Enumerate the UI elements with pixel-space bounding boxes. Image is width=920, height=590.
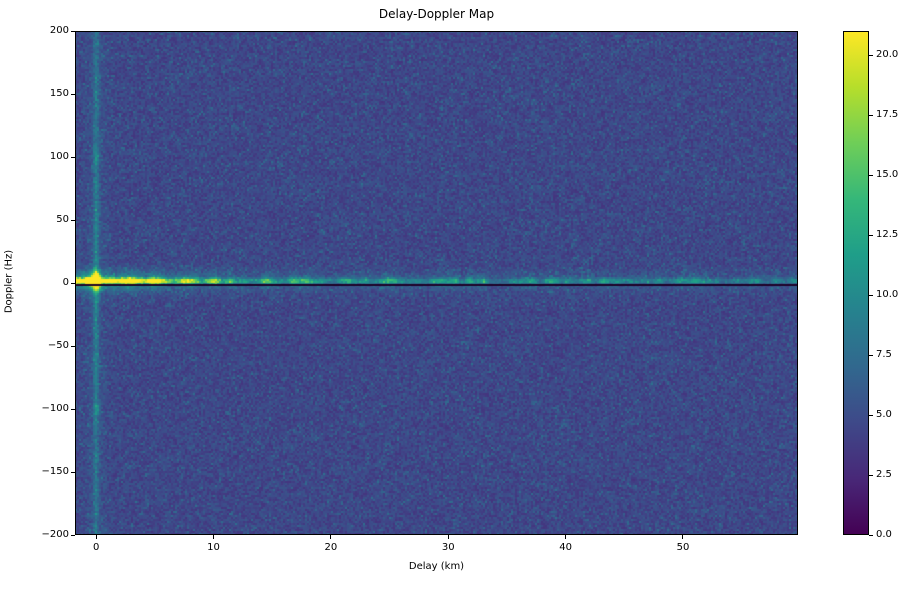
colorbar [843, 31, 869, 535]
y-tick-label: −200 [41, 529, 69, 540]
y-tick-label: 0 [62, 277, 69, 288]
y-tick-label: 50 [56, 214, 69, 225]
y-tick-label: 200 [49, 25, 69, 36]
x-tick-label: 0 [92, 542, 100, 553]
x-axis-label: Delay (km) [408, 561, 465, 572]
colorbar-tick-label: 12.5 [876, 229, 899, 240]
y-tick-mark [71, 219, 75, 221]
colorbar-tick-mark [869, 54, 873, 56]
y-tick-mark [71, 408, 75, 410]
y-tick-mark [71, 30, 75, 32]
colorbar-tick-label: 10.0 [876, 289, 899, 300]
x-tick-mark [682, 535, 684, 539]
x-tick-label: 30 [441, 542, 455, 553]
y-tick-label: 150 [49, 88, 69, 99]
y-tick-mark [71, 471, 75, 473]
colorbar-tick-label: 20.0 [876, 49, 899, 60]
colorbar-tick-mark [869, 294, 873, 296]
x-tick-mark [447, 535, 449, 539]
colorbar-tick-label: 5.0 [876, 409, 892, 420]
x-tick-label: 10 [207, 542, 220, 553]
y-tick-label: −50 [47, 340, 69, 351]
y-tick-label: −150 [41, 466, 69, 477]
colorbar-tick-label: 0.0 [876, 529, 892, 540]
y-tick-mark [71, 345, 75, 347]
chart-title: Delay-Doppler Map [378, 7, 495, 21]
colorbar-tick-mark [869, 114, 873, 116]
y-tick-mark [71, 156, 75, 158]
colorbar-tick-mark [869, 234, 873, 236]
x-tick-mark [565, 535, 567, 539]
colorbar-tick-mark [869, 354, 873, 356]
colorbar-tick-label: 2.5 [876, 469, 892, 480]
colorbar-tick-mark [869, 474, 873, 476]
colorbar-tick-label: 17.5 [876, 109, 899, 120]
y-tick-mark [71, 282, 75, 284]
x-tick-label: 20 [324, 542, 338, 553]
colorbar-tick-label: 7.5 [876, 349, 892, 360]
x-tick-mark [330, 535, 332, 539]
x-tick-label: 50 [676, 542, 690, 553]
colorbar-tick-label: 15.0 [876, 169, 899, 180]
colorbar-tick-mark [869, 414, 873, 416]
y-tick-label: 100 [49, 151, 69, 162]
x-tick-mark [95, 535, 97, 539]
colorbar-tick-mark [869, 174, 873, 176]
colorbar-tick-mark [869, 534, 873, 536]
y-tick-mark [71, 534, 75, 536]
y-tick-mark [71, 93, 75, 95]
heatmap-canvas [75, 31, 798, 535]
x-tick-mark [212, 535, 214, 539]
x-tick-label: 40 [559, 542, 572, 553]
y-tick-label: −100 [41, 403, 69, 414]
